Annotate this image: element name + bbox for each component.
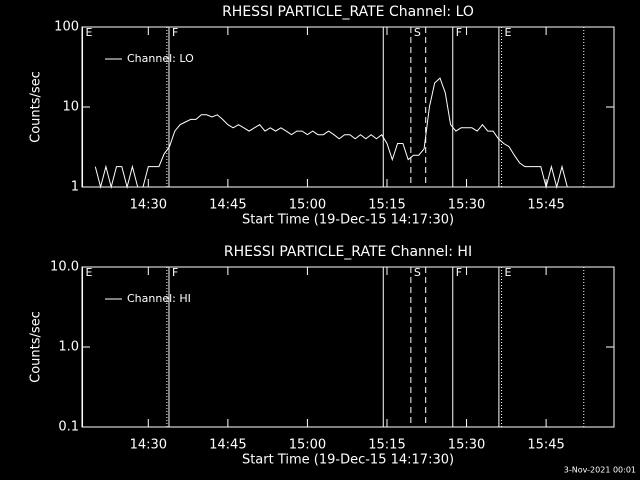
legend-label: Channel: HI <box>127 292 191 305</box>
x-tick-label: 15:15 <box>368 198 405 213</box>
x-tick-label: 14:45 <box>209 438 246 453</box>
marker-label: E <box>86 266 93 279</box>
marker-label: F <box>172 266 178 279</box>
y-tick-label: 100 <box>54 20 79 35</box>
marker-label: F <box>456 26 462 39</box>
timestamp: 3-Nov-2021 00:01 <box>564 466 636 475</box>
x-tick-label: 15:30 <box>448 438 485 453</box>
chart-title: RHESSI PARTICLE_RATE Channel: HI <box>224 244 472 260</box>
legend-label: Channel: LO <box>127 52 194 65</box>
x-tick-label: 14:30 <box>130 438 167 453</box>
y-tick-label: 10 <box>62 100 79 115</box>
y-axis-label: Counts/sec <box>29 71 44 143</box>
data-line <box>94 77 573 189</box>
plot-frame <box>81 26 615 188</box>
plot-frame <box>81 266 615 428</box>
chart-title: RHESSI PARTICLE_RATE Channel: LO <box>222 4 474 20</box>
x-tick-label: 15:45 <box>527 438 564 453</box>
marker-label: F <box>172 26 178 39</box>
y-tick-label: 0.1 <box>58 420 79 435</box>
x-axis-label: Start Time (19-Dec-15 14:17:30) <box>242 453 454 468</box>
x-tick-label: 14:45 <box>209 198 246 213</box>
marker-label: E <box>505 26 512 39</box>
x-tick-label: 14:30 <box>130 198 167 213</box>
y-tick-label: 1 <box>71 180 79 195</box>
x-axis-label: Start Time (19-Dec-15 14:17:30) <box>242 213 454 228</box>
x-tick-label: 15:00 <box>289 198 326 213</box>
y-tick-label: 10.0 <box>50 260 79 275</box>
x-tick-label: 15:15 <box>368 438 405 453</box>
marker-label: S <box>414 26 421 39</box>
marker-label: E <box>505 266 512 279</box>
y-axis-label: Counts/sec <box>29 311 44 383</box>
x-tick-label: 15:45 <box>527 198 564 213</box>
marker-label: S <box>414 266 421 279</box>
x-tick-label: 15:30 <box>448 198 485 213</box>
x-tick-label: 15:00 <box>289 438 326 453</box>
marker-label: E <box>86 26 93 39</box>
y-tick-label: 1.0 <box>58 340 79 355</box>
marker-label: F <box>456 266 462 279</box>
